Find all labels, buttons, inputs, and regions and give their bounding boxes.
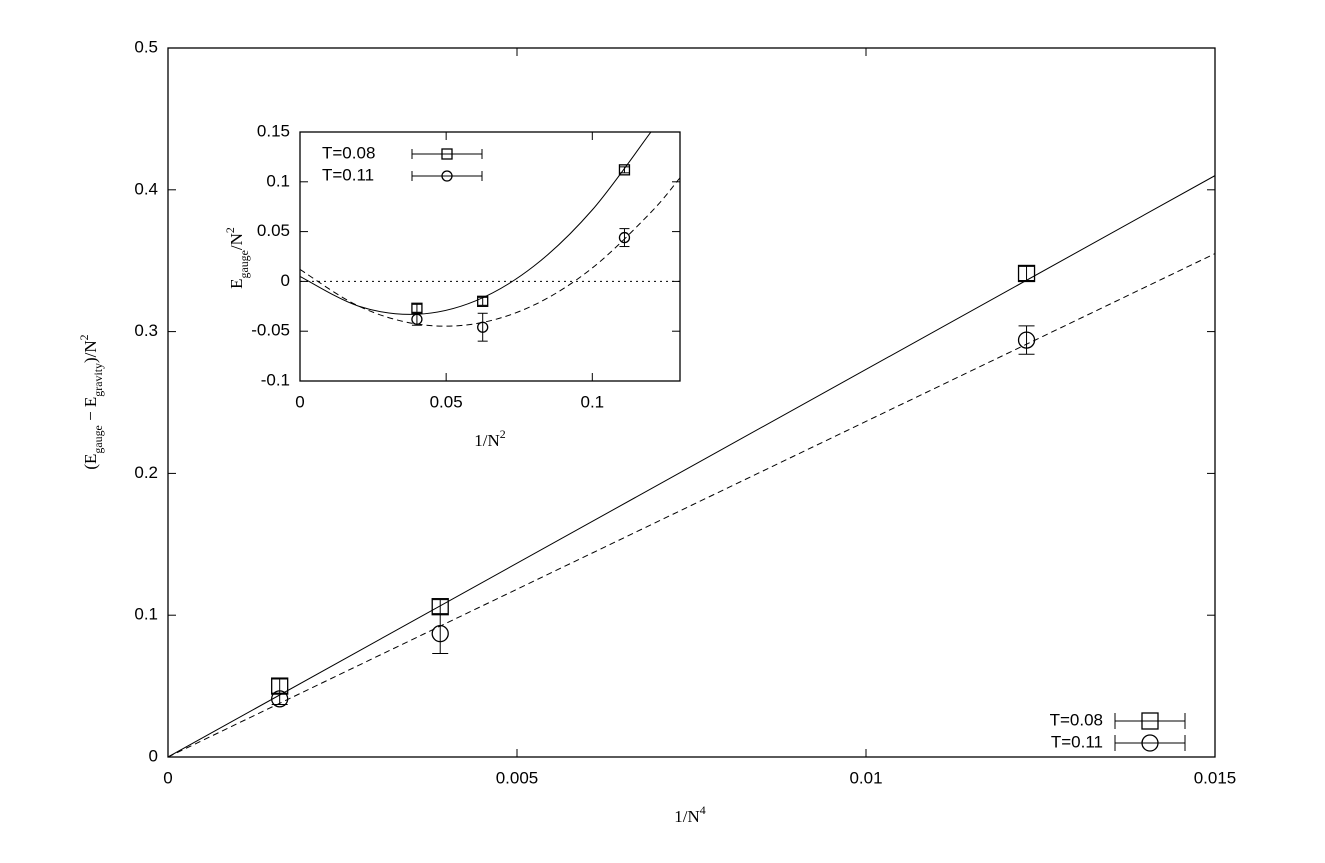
fit-line [168, 175, 1215, 757]
axis-label: 1/N2 [474, 427, 506, 450]
x-tick-label: 0 [163, 768, 172, 787]
legend-marker [441, 148, 453, 160]
data-point [477, 321, 489, 333]
y-tick-label: -0.05 [251, 321, 290, 340]
plot-area [299, 131, 681, 382]
data-point [271, 690, 289, 708]
legend-marker [1141, 712, 1159, 730]
x-tick-label: 0.005 [496, 768, 539, 787]
x-tick-label: 0.1 [580, 392, 604, 411]
y-tick-label: 0 [149, 746, 158, 765]
label-part: − E [81, 397, 100, 425]
x-tick-label: 0.01 [849, 768, 882, 787]
data-point [1017, 264, 1036, 283]
y-tick-label: 0.2 [134, 463, 158, 482]
label-part: /N [227, 233, 246, 250]
y-tick-label: 0.4 [134, 179, 158, 198]
label-part: 1/N [674, 807, 700, 826]
legend-label: T=0.08 [1050, 710, 1103, 729]
y-tick-label: 0.05 [257, 221, 290, 240]
label-part: gauge [91, 425, 105, 453]
axis-label: (Egauge − Egravity)/N2 [77, 334, 105, 469]
data-point [618, 164, 631, 176]
label-part: 2 [223, 227, 237, 233]
y-tick-label: 0.15 [257, 121, 290, 140]
label-part: 4 [700, 803, 706, 817]
legend-label: T=0.11 [322, 165, 374, 184]
axis-label: Egauge/N2 [223, 227, 251, 289]
y-tick-label: 0 [281, 271, 290, 290]
label-part: 2 [500, 427, 506, 441]
data-point [618, 231, 631, 244]
data-point [411, 313, 423, 325]
label-part: 1/N [474, 431, 500, 450]
y-tick-label: 0.5 [134, 37, 158, 56]
legend-marker [1141, 734, 1159, 752]
data-point [431, 624, 449, 643]
fit-line [300, 132, 652, 315]
y-tick-label: 0.1 [134, 605, 158, 624]
axis-label: 1/N4 [674, 803, 706, 826]
x-tick-label: 0 [295, 392, 304, 411]
y-tick-label: 0.1 [266, 171, 290, 190]
label-part: )/N [81, 340, 100, 363]
label-part: 2 [77, 334, 91, 340]
legend-marker [441, 170, 453, 182]
legend-label: T=0.08 [322, 143, 375, 162]
data-point [1017, 331, 1036, 349]
x-tick-label: 0.015 [1194, 768, 1237, 787]
fit-line [300, 177, 680, 327]
label-part: (E [81, 454, 100, 470]
label-part: gravity [91, 363, 105, 397]
data-point [477, 295, 489, 307]
legend-label: T=0.11 [1051, 732, 1103, 751]
y-tick-label: 0.3 [134, 321, 158, 340]
x-tick-label: 0.05 [430, 392, 463, 411]
label-part: E [227, 278, 246, 288]
y-tick-label: -0.1 [261, 370, 290, 389]
label-part: gauge [237, 250, 251, 278]
